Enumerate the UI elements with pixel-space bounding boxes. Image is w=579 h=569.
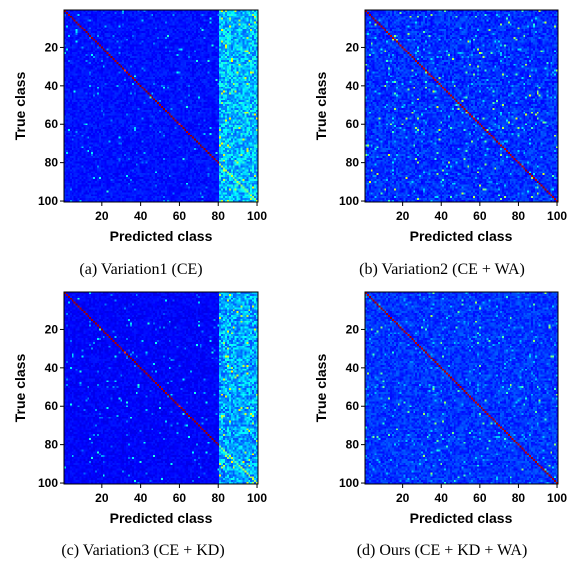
x-tick-label: 60 <box>473 209 487 223</box>
x-tick-label: 80 <box>512 491 526 505</box>
y-ticks-d: 20 40 60 80 100 <box>339 322 365 490</box>
x-ticks-d: 20 40 60 80 100 <box>396 484 567 505</box>
x-tick-label: 40 <box>134 209 148 223</box>
x-axis-label-d: Predicted class <box>410 510 513 526</box>
y-axis-label-a: True class <box>12 72 28 141</box>
y-axis-label-d: True class <box>313 354 329 423</box>
x-tick-label: 60 <box>173 209 187 223</box>
x-tick-label: 80 <box>212 209 226 223</box>
y-tick-label: 60 <box>45 117 59 131</box>
x-tick-label: 40 <box>134 491 148 505</box>
x-tick-label: 100 <box>547 209 567 223</box>
y-axis-label-b: True class <box>313 72 329 141</box>
y-tick-label: 100 <box>339 194 359 208</box>
x-axis-label-a: Predicted class <box>110 228 213 244</box>
x-tick-label: 100 <box>547 491 567 505</box>
x-ticks-a: 20 40 60 80 100 <box>95 202 267 223</box>
x-tick-label: 20 <box>95 491 109 505</box>
y-tick-label: 80 <box>346 156 360 170</box>
y-tick-label: 20 <box>346 40 360 54</box>
heatmap-b-border <box>364 9 559 203</box>
heatmap-c <box>64 292 258 484</box>
heatmap-b <box>365 10 558 202</box>
x-tick-label: 40 <box>435 209 449 223</box>
x-tick-label: 80 <box>212 491 226 505</box>
heatmap-a-border <box>63 9 259 203</box>
y-tick-label: 20 <box>346 322 360 336</box>
x-tick-label: 100 <box>247 209 267 223</box>
x-tick-label: 20 <box>396 491 410 505</box>
heatmap-d-border <box>364 291 559 485</box>
y-tick-label: 40 <box>45 361 59 375</box>
y-tick-label: 40 <box>45 79 59 93</box>
y-tick-label: 100 <box>339 476 359 490</box>
y-ticks-b: 20 40 60 80 100 <box>339 40 365 208</box>
heatmap-d <box>365 292 558 484</box>
caption-c: (c) Variation3 (CE + KD) <box>61 542 224 559</box>
y-tick-label: 80 <box>346 438 360 452</box>
x-tick-label: 20 <box>396 209 410 223</box>
caption-d: (d) Ours (CE + KD + WA) <box>357 542 528 559</box>
x-ticks-c: 20 40 60 80 100 <box>95 484 267 505</box>
heatmap-a <box>64 10 258 202</box>
y-tick-label: 100 <box>38 476 58 490</box>
y-tick-label: 40 <box>346 79 360 93</box>
y-ticks-c: 20 40 60 80 100 <box>38 322 64 490</box>
y-tick-label: 60 <box>45 399 59 413</box>
x-tick-label: 100 <box>247 491 267 505</box>
y-tick-label: 80 <box>45 438 59 452</box>
x-tick-label: 40 <box>435 491 449 505</box>
caption-a: (a) Variation1 (CE) <box>79 261 202 278</box>
x-tick-label: 60 <box>473 491 487 505</box>
x-axis-label-b: Predicted class <box>410 228 513 244</box>
y-tick-label: 60 <box>346 399 360 413</box>
heatmap-c-border <box>63 291 259 485</box>
x-tick-label: 60 <box>173 491 187 505</box>
x-tick-label: 20 <box>95 209 109 223</box>
caption-b: (b) Variation2 (CE + WA) <box>359 261 525 278</box>
y-tick-label: 20 <box>45 322 59 336</box>
y-tick-label: 20 <box>45 40 59 54</box>
x-ticks-b: 20 40 60 80 100 <box>396 202 567 223</box>
y-tick-label: 40 <box>346 361 360 375</box>
y-tick-label: 100 <box>38 194 58 208</box>
y-ticks-a: 20 40 60 80 100 <box>38 40 64 208</box>
y-tick-label: 80 <box>45 156 59 170</box>
x-tick-label: 80 <box>512 209 526 223</box>
y-tick-label: 60 <box>346 117 360 131</box>
y-axis-label-c: True class <box>12 354 28 423</box>
x-axis-label-c: Predicted class <box>110 510 213 526</box>
